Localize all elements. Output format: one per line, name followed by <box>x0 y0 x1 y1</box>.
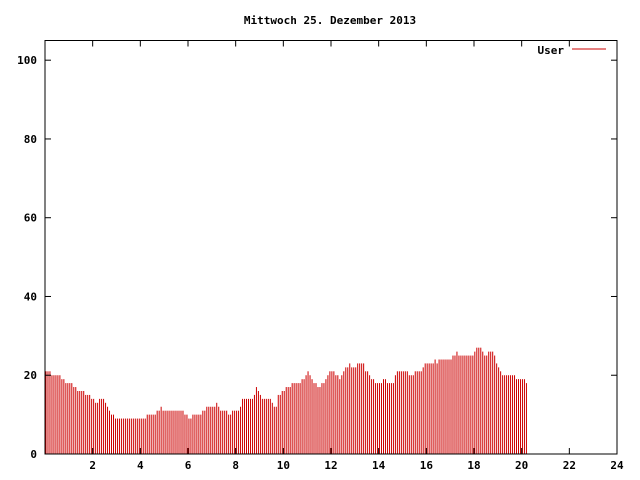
x-tick-label: 10 <box>277 459 290 472</box>
y-tick-label: 80 <box>24 133 37 146</box>
x-tick-label: 12 <box>324 459 337 472</box>
legend-label-user: User <box>538 44 565 57</box>
y-tick-label: 20 <box>24 369 37 382</box>
x-tick-label: 18 <box>467 459 480 472</box>
x-tick-label: 2 <box>89 459 96 472</box>
y-tick-label: 0 <box>30 448 37 461</box>
y-tick-label: 40 <box>24 290 37 303</box>
x-tick-label: 8 <box>232 459 239 472</box>
x-tick-label: 24 <box>610 459 624 472</box>
x-tick-label: 20 <box>515 459 528 472</box>
y-tick-label: 60 <box>24 212 37 225</box>
legend: User <box>538 44 606 57</box>
plot-frame <box>44 40 618 455</box>
x-tick-label: 16 <box>420 459 434 472</box>
x-tick-label: 6 <box>185 459 192 472</box>
bar-series-user <box>45 347 527 454</box>
chart-title: Mittwoch 25. Dezember 2013 <box>244 14 416 27</box>
x-tick-label: 22 <box>563 459 576 472</box>
x-tick-label: 4 <box>137 459 144 472</box>
y-tick-label: 100 <box>17 54 37 67</box>
x-tick-label: 14 <box>372 459 386 472</box>
